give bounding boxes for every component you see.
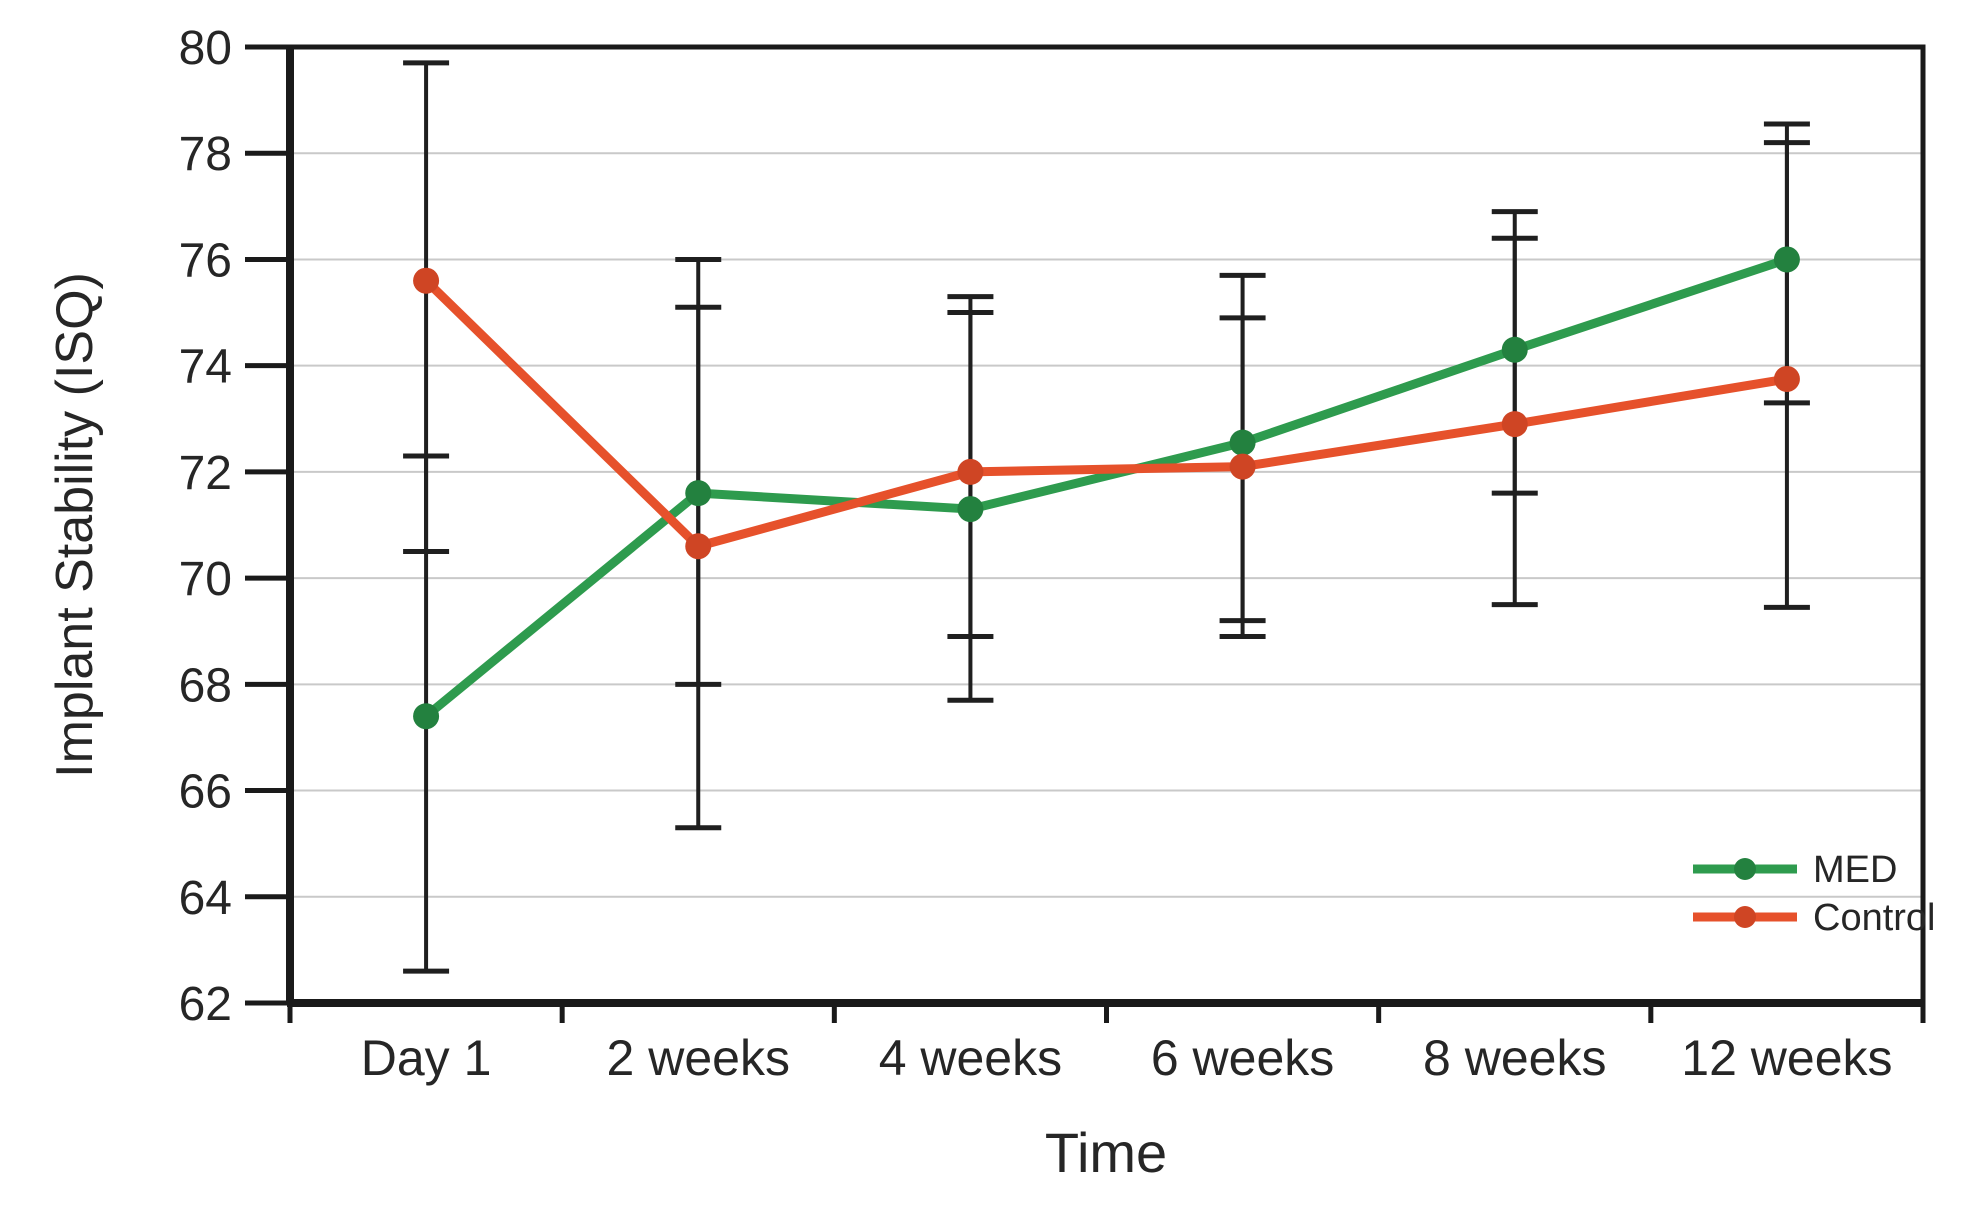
y-tick-label: 76	[179, 234, 232, 287]
data-point-control	[1773, 365, 1800, 392]
x-tick-label: 4 weeks	[879, 1030, 1062, 1086]
legend-marker-control	[1734, 906, 1756, 928]
y-tick-label: 78	[179, 128, 232, 181]
error-bars	[403, 60, 1810, 974]
y-tick-label: 62	[179, 978, 232, 1031]
legend-item-med: MED	[1693, 849, 1897, 891]
x-axis-title: Time	[1045, 1121, 1167, 1184]
series-line-control	[422, 277, 1788, 551]
data-point-med	[1229, 429, 1256, 456]
y-axis: 80 78 76 74 72 70 68 66 64 62	[179, 22, 290, 1031]
legend-label-control: Control	[1813, 897, 1936, 939]
plot-border-rect	[287, 44, 1926, 1006]
data-point-med	[957, 496, 984, 523]
x-tick-label: 6 weeks	[1151, 1030, 1334, 1086]
data-point-control	[957, 458, 984, 485]
legend: MED Control	[1693, 849, 1936, 939]
data-point-control	[1229, 453, 1256, 480]
series-lines	[413, 246, 1800, 730]
x-tick-label: Day 1	[361, 1030, 492, 1086]
y-tick-label: 72	[179, 447, 232, 500]
data-point-control	[685, 533, 712, 560]
data-point-med	[1773, 246, 1800, 273]
x-tick-label: 12 weeks	[1681, 1030, 1892, 1086]
legend-marker-med	[1734, 858, 1756, 880]
y-tick-label: 68	[179, 659, 232, 712]
series-line-med	[423, 255, 1789, 720]
y-tick-label: 74	[179, 341, 232, 394]
gridlines	[290, 152, 1923, 898]
x-tick-label: 8 weeks	[1423, 1030, 1606, 1086]
data-point-med	[685, 480, 712, 507]
data-point-control	[1501, 411, 1528, 438]
x-tick-label: 2 weeks	[607, 1030, 790, 1086]
plot-border	[286, 44, 1926, 1007]
y-axis-title: Implant Stability (ISQ)	[46, 272, 104, 778]
y-tick-label: 80	[179, 22, 232, 75]
y-tick-label: 70	[179, 553, 232, 606]
data-point-control	[413, 267, 440, 294]
legend-label-med: MED	[1813, 849, 1897, 891]
x-axis: Day 1 2 weeks 4 weeks 6 weeks 8 weeks 12 week…	[287, 1003, 1926, 1086]
y-tick-label: 64	[179, 872, 232, 925]
data-point-med	[1501, 336, 1528, 363]
legend-item-control: Control	[1693, 897, 1936, 939]
data-point-med	[413, 703, 440, 730]
y-tick-label: 66	[179, 766, 232, 819]
